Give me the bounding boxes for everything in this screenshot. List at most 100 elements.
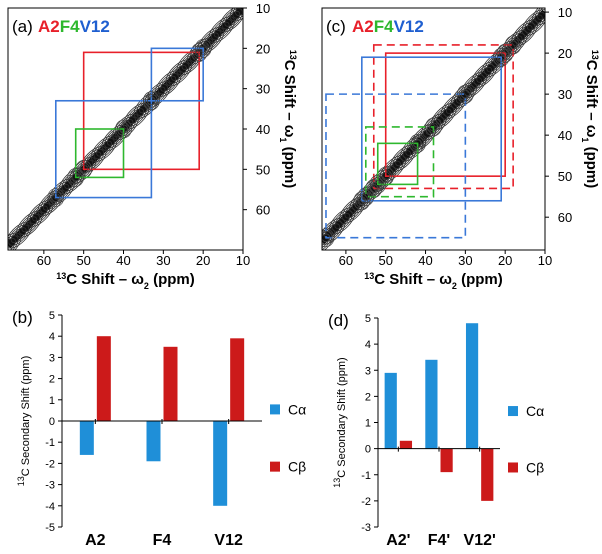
panel-label: (d) [328, 311, 349, 330]
bar [96, 336, 111, 421]
label-part: C Secondary Shift (ppm) [20, 356, 32, 476]
contour [322, 228, 336, 250]
contour [21, 216, 38, 233]
legend-label: Cβ [526, 459, 544, 475]
cross-peak [147, 96, 156, 106]
legend-swatch [270, 404, 280, 415]
cross-peak [69, 170, 83, 185]
cross-peak [373, 180, 383, 189]
contour [213, 21, 230, 38]
label-part: C Shift – ω [583, 60, 600, 138]
x-tick-label: F4 [153, 532, 172, 549]
contour [516, 25, 533, 41]
contour [171, 65, 187, 81]
label-part: 13 [288, 50, 298, 60]
x-tick-label: 50 [378, 253, 392, 268]
cross-peak [322, 228, 335, 248]
cross-peak [506, 38, 520, 52]
x-tick-label: 20 [498, 253, 512, 268]
contour [476, 66, 492, 83]
contour [445, 98, 462, 114]
contour [18, 213, 40, 235]
contour [168, 62, 190, 84]
cross-peak [409, 134, 426, 153]
y-tick-label: -3 [361, 522, 371, 534]
title-part: A2 [352, 17, 374, 36]
contour [117, 119, 134, 135]
cross-peak [194, 38, 212, 58]
cross-peak [115, 119, 132, 139]
contour [219, 8, 243, 33]
x-axis-label: 13C Shift – ω2 (ppm) [56, 271, 195, 291]
y-tick-label: 40 [558, 128, 572, 143]
label-part: (ppm) [583, 142, 600, 188]
contour [50, 181, 72, 203]
y-axis-label: 13C Shift – ω1 (ppm) [278, 50, 298, 189]
cross-peak [492, 47, 510, 67]
y-tick-label: 5 [49, 310, 55, 322]
contour [133, 91, 161, 119]
label-part: 2 [144, 281, 149, 291]
cross-peak [51, 193, 61, 202]
contour [466, 77, 482, 94]
contour [425, 119, 442, 135]
x-tick-label: 30 [156, 253, 170, 268]
cross-peak [47, 188, 65, 207]
y-tick-label: -1 [361, 470, 371, 482]
contour [211, 19, 233, 41]
title-part: A2 [38, 17, 60, 36]
assignment-box [361, 56, 502, 202]
x-tick-label: 20 [196, 253, 210, 268]
assignment-box [74, 128, 125, 179]
label-part: (ppm) [457, 271, 503, 288]
contour [527, 14, 543, 31]
bar [425, 359, 438, 449]
y-tick-label: 30 [558, 87, 572, 102]
y-axis-label: 13C Shift – ω1 (ppm) [580, 50, 600, 189]
cross-peak [67, 168, 85, 187]
cross-peak [361, 192, 371, 202]
contour [415, 129, 432, 146]
cross-peak [117, 122, 130, 136]
assignment-box [376, 142, 419, 186]
bar [163, 346, 178, 421]
y-tick-label: -2 [45, 458, 55, 470]
y-tick-label: 10 [256, 1, 270, 16]
contour [176, 48, 203, 76]
x-tick-label: V12 [214, 532, 243, 549]
x-tick-label: 60 [339, 253, 353, 268]
y-tick-label: 60 [256, 203, 270, 218]
cross-peak [322, 230, 333, 245]
bar [79, 421, 94, 455]
x-axis-label: 13C Shift – ω2 (ppm) [364, 271, 503, 291]
contour [229, 8, 243, 22]
x-tick-label: 40 [418, 253, 432, 268]
panel-label: (a) [12, 17, 33, 36]
contour [122, 102, 150, 130]
x-tick-label: 10 [538, 253, 552, 268]
contour [221, 8, 243, 30]
contour [235, 8, 243, 16]
cross-peak [71, 173, 81, 182]
assignment-box [150, 47, 204, 102]
bar [230, 338, 245, 421]
cross-peak [508, 40, 518, 50]
cross-peak [459, 87, 472, 101]
contour [93, 137, 115, 160]
contour [90, 135, 118, 162]
assignment-box [54, 99, 153, 199]
bar [213, 421, 228, 506]
cross-peak [461, 89, 470, 99]
bar [146, 421, 161, 462]
contour [157, 73, 179, 95]
y-tick-label: 20 [558, 46, 572, 61]
y-tick-label: 2 [365, 391, 371, 403]
cross-peak [413, 139, 422, 148]
cross-peak [357, 187, 375, 207]
contour [32, 205, 48, 222]
contour [8, 235, 19, 250]
label-part: 13 [590, 50, 600, 60]
x-tick-label: V12' [464, 532, 496, 549]
plot-area [322, 8, 545, 250]
contour [322, 231, 333, 250]
